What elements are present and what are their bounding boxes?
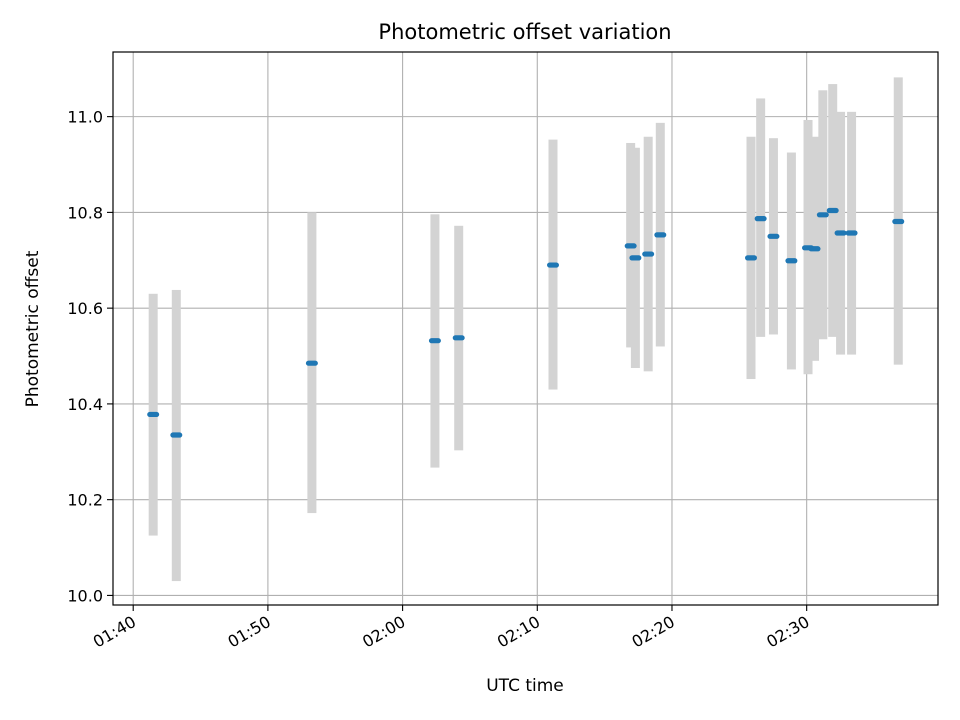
x-tick-label: 01:50 [224, 612, 273, 652]
data-point [816, 212, 829, 218]
data-point [547, 262, 559, 268]
y-tick-label: 10.2 [67, 491, 103, 510]
data-point [654, 232, 667, 238]
data-point [845, 230, 858, 236]
x-tick-label: 01:40 [90, 612, 139, 652]
y-axis-label: Photometric offset [23, 250, 43, 407]
x-axis-label: UTC time [486, 676, 564, 696]
data-point [754, 216, 767, 222]
x-tick-label: 02:00 [359, 612, 408, 652]
data-point [452, 335, 465, 341]
data-point [826, 207, 839, 214]
data-point [147, 411, 160, 418]
data-point [745, 255, 757, 261]
data-point [170, 432, 183, 438]
x-tick-label: 02:30 [763, 612, 812, 652]
plot-frame [112, 51, 939, 606]
data-point [808, 246, 821, 252]
data-point [834, 230, 847, 236]
data-point [629, 255, 642, 261]
x-tick-label: 02:10 [494, 612, 543, 652]
data-point [785, 258, 798, 264]
errorbar-layer [148, 77, 903, 582]
data-point [892, 218, 905, 225]
data-point [305, 360, 318, 366]
y-tick-label: 10.8 [67, 203, 103, 222]
data-point [642, 251, 655, 257]
point-layer [147, 207, 905, 438]
y-tick-label: 10.6 [67, 299, 103, 318]
data-point [767, 233, 780, 239]
x-axis: 01:40 01:50 02:00 02:10 02:20 02:30 [90, 605, 813, 652]
y-axis: 10.0 10.2 10.4 10.6 10.8 11.0 [67, 108, 113, 605]
chart-title: Photometric offset variation [378, 20, 671, 44]
x-tick-label: 02:20 [629, 612, 678, 652]
data-point [428, 338, 441, 344]
data-point [624, 243, 637, 249]
y-tick-label: 10.0 [67, 586, 103, 605]
y-tick-label: 10.4 [67, 395, 103, 414]
y-tick-label: 11.0 [67, 108, 103, 127]
